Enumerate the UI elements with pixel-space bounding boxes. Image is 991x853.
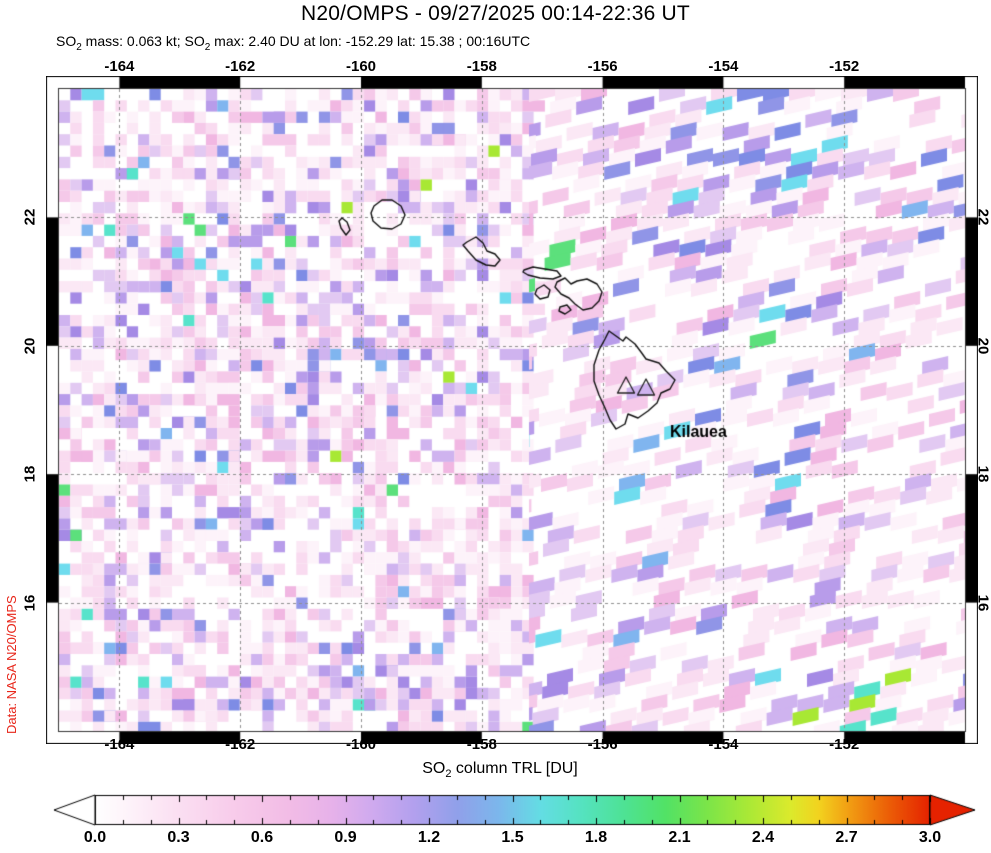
lon-tick-label-bottom: -158	[466, 736, 497, 753]
lat-tick-label-right: 20	[974, 337, 991, 355]
lat-tick-label-right: 16	[974, 594, 991, 611]
lat-tick-label-left: 20	[21, 337, 39, 355]
colorbar-tick-label: 0.9	[334, 829, 357, 846]
colorbar-canvas	[44, 791, 984, 831]
lon-tick-label-top: -152	[829, 58, 860, 75]
data-credit: Data: NASA N20/OMPS	[4, 595, 19, 734]
lat-tick-label-left: 16	[21, 594, 39, 611]
colorbar-tick-label: 1.5	[501, 829, 524, 846]
text-segment: max: 2.40 DU at lon: -152.29 lat: 15.38 …	[210, 33, 531, 49]
colorbar-tick-label: 0.0	[83, 829, 107, 846]
lat-tick-label-left: 22	[21, 209, 39, 226]
lon-tick-label-bottom: -156	[587, 736, 618, 753]
colorbar-tick-label: 0.6	[250, 829, 274, 846]
lon-tick-label-bottom: -152	[829, 736, 860, 753]
colorbar-tick-label: 2.4	[751, 829, 775, 846]
subscript: 2	[445, 768, 452, 781]
lat-tick-label-right: 22	[974, 209, 991, 226]
colorbar-title: SO2 column TRL [DU]	[140, 760, 860, 780]
lon-tick-label-bottom: -162	[225, 736, 256, 753]
text-segment: SO	[422, 760, 446, 777]
subscript: 2	[204, 41, 211, 53]
colorbar-tick-label: 0.3	[167, 829, 190, 846]
lon-tick-label-top: -162	[225, 58, 256, 75]
colorbar-tick-label: 1.8	[584, 829, 608, 846]
colorbar-tick-label: 3.0	[918, 829, 942, 846]
lon-tick-label-bottom: -164	[104, 736, 135, 753]
figure-subtitle: SO2 mass: 0.063 kt; SO2 max: 2.40 DU at …	[56, 33, 530, 53]
colorbar-tick-label: 2.1	[668, 829, 691, 846]
lon-tick-label-bottom: -160	[345, 736, 377, 753]
text-segment: column TRL [DU]	[451, 760, 578, 777]
text-segment: mass: 0.063 kt; SO	[81, 33, 205, 49]
text-segment: SO	[56, 33, 77, 49]
subscript: 2	[76, 41, 82, 53]
lon-tick-label-top: -164	[104, 58, 135, 75]
lat-tick-label-left: 18	[21, 465, 39, 483]
lon-tick-label-bottom: -154	[708, 736, 739, 753]
map-canvas	[46, 76, 978, 744]
lon-tick-label-top: -158	[466, 58, 497, 75]
lat-tick-label-right: 18	[974, 465, 991, 483]
lon-tick-label-top: -156	[587, 58, 618, 75]
colorbar-tick-label: 2.7	[835, 829, 858, 846]
figure-title: N20/OMPS - 09/27/2025 00:14-22:36 UT	[301, 2, 690, 25]
colorbar-tick-label: 1.2	[417, 829, 441, 846]
lon-tick-label-top: -154	[708, 58, 739, 75]
lon-tick-label-top: -160	[345, 58, 377, 75]
